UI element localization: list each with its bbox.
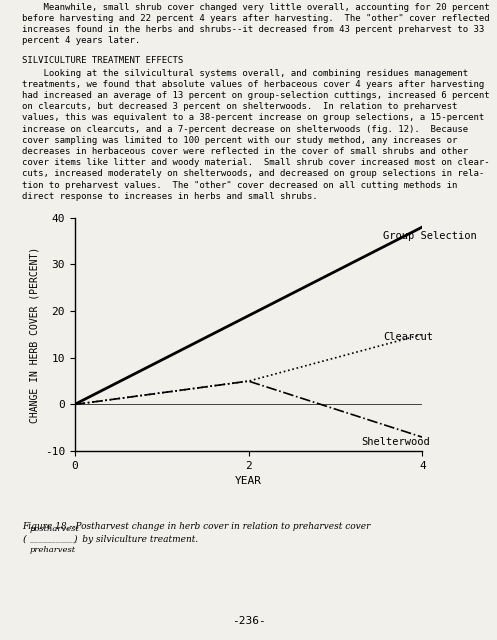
Text: cover sampling was limited to 100 percent with our study method, any increases o: cover sampling was limited to 100 percen… <box>22 136 458 145</box>
Text: SILVICULTURE TREATMENT EFFECTS: SILVICULTURE TREATMENT EFFECTS <box>22 56 183 65</box>
Text: on clearcuts, but decreased 3 percent on shelterwoods.  In relation to preharves: on clearcuts, but decreased 3 percent on… <box>22 102 458 111</box>
Text: before harvesting and 22 percent 4 years after harvesting.  The "other" cover re: before harvesting and 22 percent 4 years… <box>22 13 490 23</box>
Text: preharvest: preharvest <box>30 546 76 554</box>
Text: percent 4 years later.: percent 4 years later. <box>22 36 141 45</box>
Text: tion to preharvest values.  The "other" cover decreased on all cutting methods i: tion to preharvest values. The "other" c… <box>22 180 458 189</box>
Text: cover items like litter and woody material.  Small shrub cover increased most on: cover items like litter and woody materi… <box>22 158 490 167</box>
X-axis label: YEAR: YEAR <box>235 476 262 486</box>
Text: -236-: -236- <box>232 616 265 626</box>
Text: values, this was equivalent to a 38-percent increase on group selections, a 15-p: values, this was equivalent to a 38-perc… <box>22 113 485 122</box>
Text: (: ( <box>22 535 26 544</box>
Text: Shelterwood: Shelterwood <box>362 437 430 447</box>
Text: Group Selection: Group Selection <box>383 231 477 241</box>
Text: direct response to increases in herbs and small shrubs.: direct response to increases in herbs an… <box>22 192 318 201</box>
Text: Looking at the silvicultural systems overall, and combining residues management: Looking at the silvicultural systems ove… <box>22 68 469 77</box>
Text: ___________: ___________ <box>30 536 77 543</box>
Text: Figure 18.--Postharvest change in herb cover in relation to preharvest cover: Figure 18.--Postharvest change in herb c… <box>22 522 371 531</box>
Text: Clearcut: Clearcut <box>383 332 433 342</box>
Text: Meanwhile, small shrub cover changed very little overall, accounting for 20 perc: Meanwhile, small shrub cover changed ver… <box>22 3 490 12</box>
Text: decreases in herbaceous cover were reflected in the cover of small shrubs and ot: decreases in herbaceous cover were refle… <box>22 147 469 156</box>
Text: )  by silviculture treatment.: ) by silviculture treatment. <box>74 535 199 544</box>
Text: had increased an average of 13 percent on group-selection cuttings, increased 6 : had increased an average of 13 percent o… <box>22 91 490 100</box>
Text: cuts, increased moderately on shelterwoods, and decreased on group selections in: cuts, increased moderately on shelterwoo… <box>22 170 485 179</box>
Text: postharvest: postharvest <box>30 525 80 533</box>
Text: treatments, we found that absolute values of herbaceous cover 4 years after harv: treatments, we found that absolute value… <box>22 80 485 89</box>
Y-axis label: CHANGE IN HERB COVER (PERCENT): CHANGE IN HERB COVER (PERCENT) <box>29 246 39 422</box>
Text: increase on clearcuts, and a 7-percent decrease on shelterwoods (fig. 12).  Beca: increase on clearcuts, and a 7-percent d… <box>22 125 469 134</box>
Text: increases found in the herbs and shrubs--it decreased from 43 percent preharvest: increases found in the herbs and shrubs-… <box>22 25 485 34</box>
